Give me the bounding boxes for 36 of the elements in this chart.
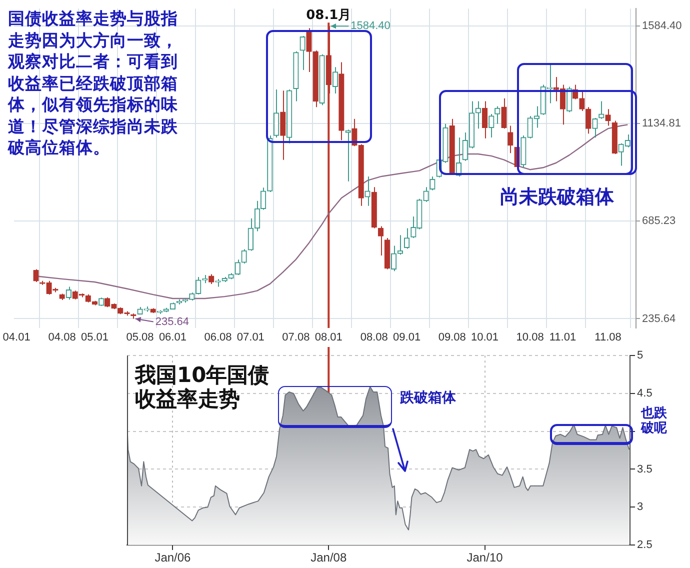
x-tick-label: 06.08: [204, 332, 232, 344]
x-tick-label: Jan/08: [310, 550, 347, 565]
x-tick-label: 11.08: [594, 332, 622, 344]
y-tick-label: 2.5: [637, 539, 652, 552]
x-tick-label: 04.08: [48, 332, 76, 344]
y-tick-label: 235.64: [642, 312, 676, 325]
x-tick-label: 06.01: [158, 332, 186, 344]
x-tick-label: 05.08: [126, 332, 154, 344]
x-tick-label: 05.01: [80, 332, 109, 344]
ref-line-label: 08.1月: [306, 8, 352, 23]
x-tick-label: 08.01: [314, 332, 342, 344]
annotation: 1584.40: [350, 20, 390, 32]
y-tick-label: 685.23: [642, 215, 676, 228]
x-tick-label: 08.08: [360, 332, 388, 344]
text: 也跌破呢: [641, 406, 668, 436]
annotation: 国债收益率走势与股指走势因为大方向一致，观察对比二者：可看到收益率已经跌破顶部箱体，似有领先指标的味道！尽管深综指尚未跌破高位箱体。: [8, 8, 179, 158]
x-tick-label: 11.01: [549, 332, 576, 344]
x-tick-label: Jan/06: [154, 550, 192, 565]
x-tick-label: 10.01: [471, 332, 499, 344]
x-tick-label: 04.01: [2, 332, 30, 344]
y-tick-label: 1134.81: [642, 118, 681, 130]
x-tick-label: 07.01: [236, 332, 264, 344]
y-tick-label: 4.5: [637, 388, 652, 400]
annotation: 跌破箱体: [400, 389, 456, 407]
x-tick-label: 10.08: [516, 332, 544, 344]
y-tick-label: 1584.40: [642, 20, 682, 32]
text: 我国10年国债收益率走势: [135, 363, 270, 411]
y-tick-label: 3: [637, 501, 644, 514]
x-tick-label: 09.08: [438, 332, 466, 344]
annotation: 235.64: [155, 316, 190, 328]
y-tick-label: 5: [637, 350, 644, 362]
x-tick-label: 07.08: [282, 332, 310, 344]
x-tick-label: 09.01: [393, 332, 421, 344]
annotation: 尚未跌破箱体: [500, 185, 614, 209]
y-tick-label: 3.5: [637, 463, 652, 476]
x-tick-label: Jan/10: [466, 550, 504, 565]
